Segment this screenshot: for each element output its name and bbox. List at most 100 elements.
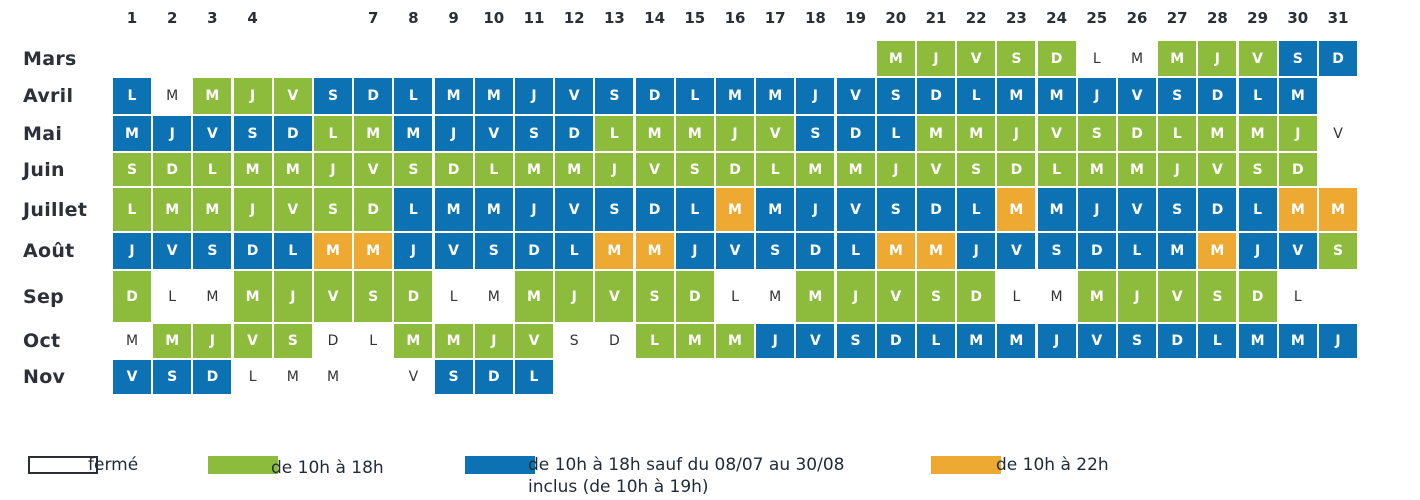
day-number-header: 2 <box>166 9 178 27</box>
day-cell: D <box>327 333 339 349</box>
month-label: Mars <box>23 47 77 70</box>
day-cell: J <box>1318 323 1358 359</box>
day-cell: D <box>916 187 956 232</box>
day-cell: D <box>715 152 755 187</box>
day-cell: V <box>112 359 152 395</box>
day-cell: S <box>1157 77 1198 115</box>
day-cell: M <box>125 333 139 349</box>
day-cell: J <box>1076 77 1117 115</box>
day-cell: V <box>152 232 193 270</box>
day-cell: S <box>875 187 916 232</box>
day-cell: L <box>956 187 997 232</box>
day-cell: D <box>1076 232 1117 270</box>
day-cell: S <box>112 152 152 187</box>
day-cell: M <box>1277 323 1318 359</box>
day-cell: S <box>569 333 579 349</box>
day-cell: M <box>433 77 474 115</box>
day-cell: J <box>1237 232 1278 270</box>
day-cell: D <box>353 187 394 232</box>
month-label: Mai <box>23 122 63 145</box>
day-cell: S <box>152 359 193 395</box>
day-cell: V <box>272 77 313 115</box>
day-cell: L <box>248 369 257 385</box>
day-cell: M <box>353 232 394 270</box>
day-cell: L <box>393 187 434 232</box>
legend-swatch-closed <box>28 456 98 474</box>
legend-label-orange: de 10h à 22h <box>996 455 1109 475</box>
day-cell: L <box>1237 77 1278 115</box>
day-cell: S <box>674 152 715 187</box>
day-cell: L <box>514 359 554 395</box>
day-cell: V <box>835 77 876 115</box>
day-cell: L <box>956 77 997 115</box>
day-cell: M <box>433 323 474 359</box>
day-cell: S <box>192 232 233 270</box>
day-cell: M <box>875 40 916 77</box>
day-cell: D <box>112 270 152 323</box>
day-cell: J <box>232 187 273 232</box>
day-cell: D <box>1117 115 1157 152</box>
day-cell: J <box>1036 323 1077 359</box>
day-cell: L <box>313 115 353 152</box>
day-cell: M <box>835 152 876 187</box>
day-cell: M <box>1076 152 1117 187</box>
day-cell: L <box>112 77 152 115</box>
day-cell: S <box>433 359 474 395</box>
day-cell: L <box>634 323 675 359</box>
day-cell: D <box>1036 40 1077 77</box>
day-cell: V <box>313 270 353 323</box>
day-cell: D <box>1318 40 1358 77</box>
day-cell: L <box>755 152 796 187</box>
day-cell: V <box>594 270 635 323</box>
day-cell: M <box>514 152 554 187</box>
day-cell: J <box>1157 152 1198 187</box>
day-cell: S <box>594 77 635 115</box>
day-cell: M <box>875 232 916 270</box>
day-number-header: 31 <box>1327 9 1349 27</box>
day-number-header: 27 <box>1166 9 1188 27</box>
day-cell: S <box>313 187 353 232</box>
day-cell: M <box>1197 115 1238 152</box>
day-cell: V <box>755 115 796 152</box>
day-cell: J <box>594 152 635 187</box>
day-cell: V <box>795 323 836 359</box>
day-cell: D <box>232 232 273 270</box>
day-number-header: 18 <box>804 9 826 27</box>
day-cell: V <box>1197 152 1238 187</box>
day-cell: M <box>916 115 956 152</box>
day-cell: L <box>554 232 595 270</box>
day-cell: J <box>916 40 956 77</box>
day-cell: M <box>1036 77 1077 115</box>
day-cell: V <box>1036 115 1077 152</box>
day-cell: M <box>715 77 755 115</box>
day-number-header: 12 <box>563 9 585 27</box>
day-number-header: 7 <box>367 9 379 27</box>
day-number-header: 8 <box>408 9 419 27</box>
day-number-header: 30 <box>1287 9 1309 27</box>
day-cell: M <box>1076 270 1117 323</box>
day-cell: V <box>473 115 514 152</box>
day-cell: M <box>393 115 434 152</box>
legend-label-blue-line2: inclus (de 10h à 19h) <box>528 477 709 497</box>
day-cell: J <box>755 323 796 359</box>
day-cell: M <box>594 232 635 270</box>
day-cell: V <box>1157 270 1198 323</box>
day-number-header: 23 <box>1005 9 1027 27</box>
day-cell: M <box>112 115 152 152</box>
day-cell: J <box>795 77 836 115</box>
day-cell: J <box>514 187 554 232</box>
day-number-header: 19 <box>845 9 867 27</box>
day-cell: S <box>1036 232 1077 270</box>
day-cell: V <box>1277 232 1318 270</box>
day-cell: L <box>1036 152 1077 187</box>
day-cell: J <box>875 152 916 187</box>
day-cell: M <box>473 187 514 232</box>
day-number-header: 24 <box>1046 9 1068 27</box>
day-cell: L <box>674 187 715 232</box>
day-cell: V <box>232 323 273 359</box>
legend-swatch-orange <box>931 456 1001 474</box>
day-cell: M <box>755 77 796 115</box>
day-number-header: 9 <box>448 9 459 27</box>
day-cell: L <box>1092 50 1101 67</box>
day-cell: M <box>232 270 273 323</box>
